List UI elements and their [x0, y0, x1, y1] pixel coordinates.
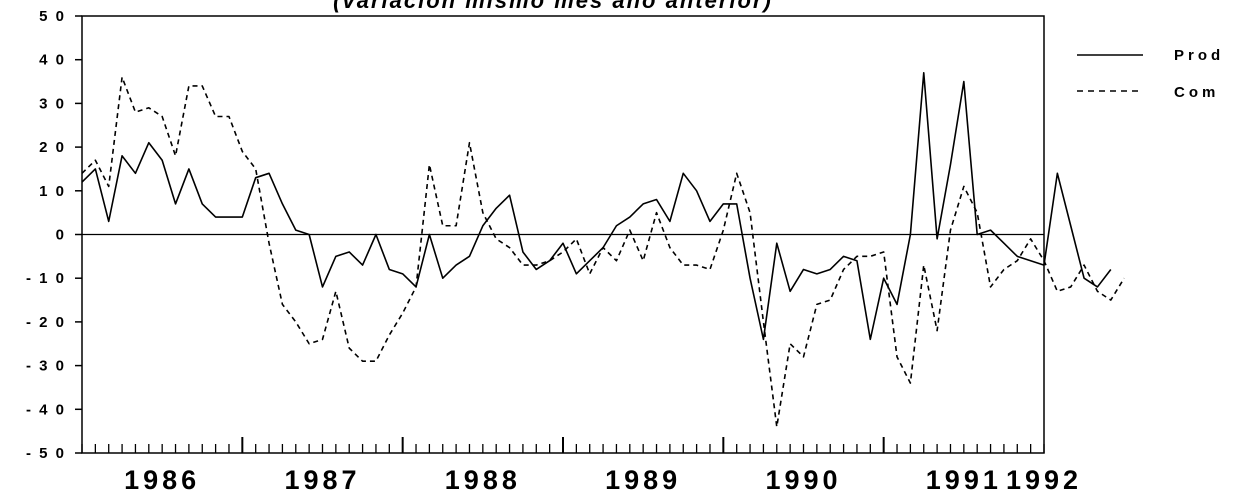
chart-subtitle: (variación mismo mes año anterior)	[333, 0, 773, 13]
legend-label-com: Com	[1174, 84, 1219, 101]
x-tick-label: 1987	[284, 465, 360, 495]
x-tick-label: 1990	[765, 465, 841, 495]
y-tick-label: 5 0	[39, 8, 66, 25]
y-tick-label: 2 0	[39, 139, 66, 156]
y-tick-label: - 1 0	[26, 270, 66, 287]
series-line-prod	[81, 72, 1112, 341]
x-tick-label: 1991	[926, 465, 1002, 495]
series-line-com	[81, 76, 1125, 428]
x-axis: 1986 1987 1988 1989 1990 1991 1992	[81, 437, 1082, 495]
x-tick-label: 1992	[1006, 465, 1082, 495]
series-lines	[81, 72, 1125, 428]
y-tick-label: - 3 0	[26, 358, 66, 375]
y-tick-label: - 5 0	[26, 445, 66, 462]
y-tick-label: 3 0	[39, 95, 66, 112]
x-tick-label: 1988	[445, 465, 521, 495]
x-tick-label: 1989	[605, 465, 681, 495]
y-axis: 5 0 4 0 3 0 2 0 1 0 0 - 1 0 - 2 0 - 3 0 - 4 0 - 5 …	[26, 8, 82, 462]
y-tick-label: - 4 0	[26, 401, 66, 418]
y-tick-label: 0	[56, 227, 66, 244]
legend-label-prod: Prod	[1174, 47, 1224, 64]
y-tick-label: 1 0	[39, 183, 66, 200]
x-tick-label: 1986	[124, 465, 200, 495]
y-tick-label: - 2 0	[26, 314, 66, 331]
legend: Prod Com	[1077, 47, 1224, 101]
y-tick-label: 4 0	[39, 52, 66, 69]
